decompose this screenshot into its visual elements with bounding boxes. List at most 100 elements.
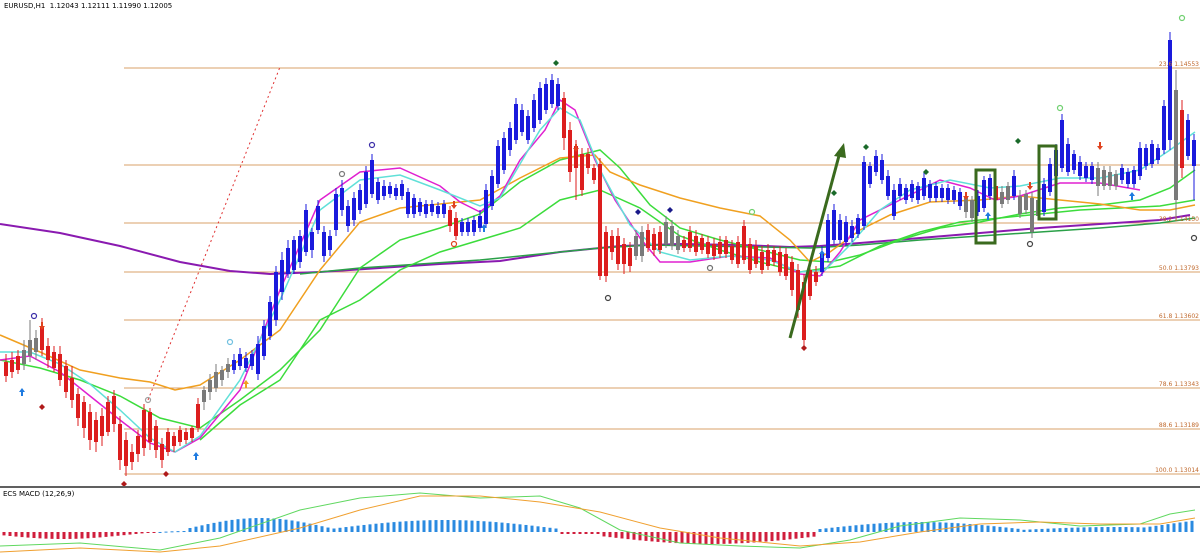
candle: [1102, 166, 1106, 190]
macd-bar: [878, 523, 882, 532]
macd-title: ECS MACD (12,26,9): [3, 490, 75, 498]
macd-bar: [668, 532, 672, 543]
candle-body: [670, 226, 674, 246]
candle-body: [1186, 120, 1190, 156]
macd-bar: [614, 532, 618, 538]
candle-body: [1024, 194, 1028, 210]
macd-panel[interactable]: [0, 488, 1200, 559]
macd-bar: [1106, 527, 1110, 532]
macd-bar: [116, 532, 120, 536]
macd-bar: [194, 526, 198, 532]
annotations[interactable]: [788, 143, 1058, 339]
candle: [712, 238, 716, 260]
candle-body: [958, 192, 962, 206]
macd-bar: [152, 532, 156, 533]
macd-bar: [782, 532, 786, 540]
macd-bar: [788, 532, 792, 540]
candle: [664, 216, 668, 248]
candle: [16, 350, 20, 374]
macd-bar: [464, 520, 468, 532]
macd-bar: [344, 527, 348, 532]
macd-bar: [770, 532, 774, 542]
candle: [370, 154, 374, 198]
candle: [160, 438, 164, 468]
candle-body: [460, 222, 464, 232]
candle: [82, 396, 86, 438]
macd-bar: [854, 525, 858, 532]
candle: [238, 348, 242, 370]
macd-bar: [800, 532, 804, 539]
panel-separator[interactable]: [0, 486, 1200, 488]
candle: [280, 252, 284, 300]
candle: [730, 240, 734, 264]
arrow-up-icon: [193, 452, 199, 460]
signal-markers: [19, 14, 1198, 486]
candle-body: [748, 244, 752, 270]
macd-bar: [1052, 528, 1056, 532]
candle: [154, 420, 158, 458]
candle-body: [436, 206, 440, 214]
macd-bar: [812, 532, 816, 537]
macd-bar: [458, 520, 462, 532]
candle: [676, 230, 680, 254]
candle-body: [664, 222, 668, 244]
macd-bar: [734, 532, 738, 544]
candle: [904, 184, 908, 204]
candle-body: [220, 370, 224, 380]
candle-body: [526, 116, 530, 140]
macd-bar: [746, 532, 750, 543]
candle-body: [442, 204, 446, 214]
candle-body: [724, 240, 728, 254]
macd-bar: [20, 532, 24, 538]
macd-bar: [518, 524, 522, 532]
macd-bar: [872, 523, 876, 532]
candle-body: [472, 220, 476, 232]
price-chart[interactable]: [0, 0, 1200, 486]
candle: [196, 398, 200, 432]
candle: [760, 246, 764, 274]
arrow-up-icon: [19, 388, 25, 396]
candle: [700, 234, 704, 254]
candle-body: [544, 84, 548, 110]
signal-diamond-icon: [553, 60, 559, 66]
candle: [1090, 162, 1094, 184]
macd-bar: [602, 532, 606, 537]
candle: [352, 192, 356, 226]
candle: [268, 296, 272, 340]
signal-diamond-icon: [923, 169, 929, 175]
candle: [748, 238, 752, 274]
candle-body: [952, 190, 956, 200]
candle-body: [1120, 168, 1124, 180]
macd-bar: [1034, 529, 1038, 532]
candle-body: [502, 138, 506, 170]
macd-bar: [242, 518, 246, 532]
candle: [1114, 170, 1118, 190]
signal-diamond-icon: [121, 481, 127, 486]
macd-bar: [830, 527, 834, 532]
candle-body: [1042, 184, 1046, 212]
signal-diamond-icon: [635, 209, 641, 215]
candle-body: [52, 352, 56, 368]
macd-bar: [524, 524, 528, 532]
signal-circle-icon: [30, 312, 38, 320]
candle: [1168, 32, 1172, 150]
macd-bar: [356, 525, 360, 532]
macd-bar: [536, 526, 540, 532]
fibonacci-retracement[interactable]: [124, 67, 1200, 475]
arrow-up-icon: [985, 212, 991, 220]
arrow-down-icon: [1027, 182, 1033, 190]
macd-bar: [326, 527, 330, 532]
candle: [604, 226, 608, 282]
candle-body: [556, 84, 560, 106]
candle: [1144, 144, 1148, 170]
candle-body: [76, 394, 80, 418]
candle: [274, 266, 278, 326]
macd-bar: [386, 522, 390, 532]
candle: [1186, 114, 1190, 160]
candle-body: [628, 248, 632, 266]
candle-body: [346, 206, 350, 226]
macd-bar: [350, 526, 354, 532]
candle-body: [1162, 106, 1166, 150]
candle: [376, 178, 380, 204]
candle: [610, 230, 614, 260]
